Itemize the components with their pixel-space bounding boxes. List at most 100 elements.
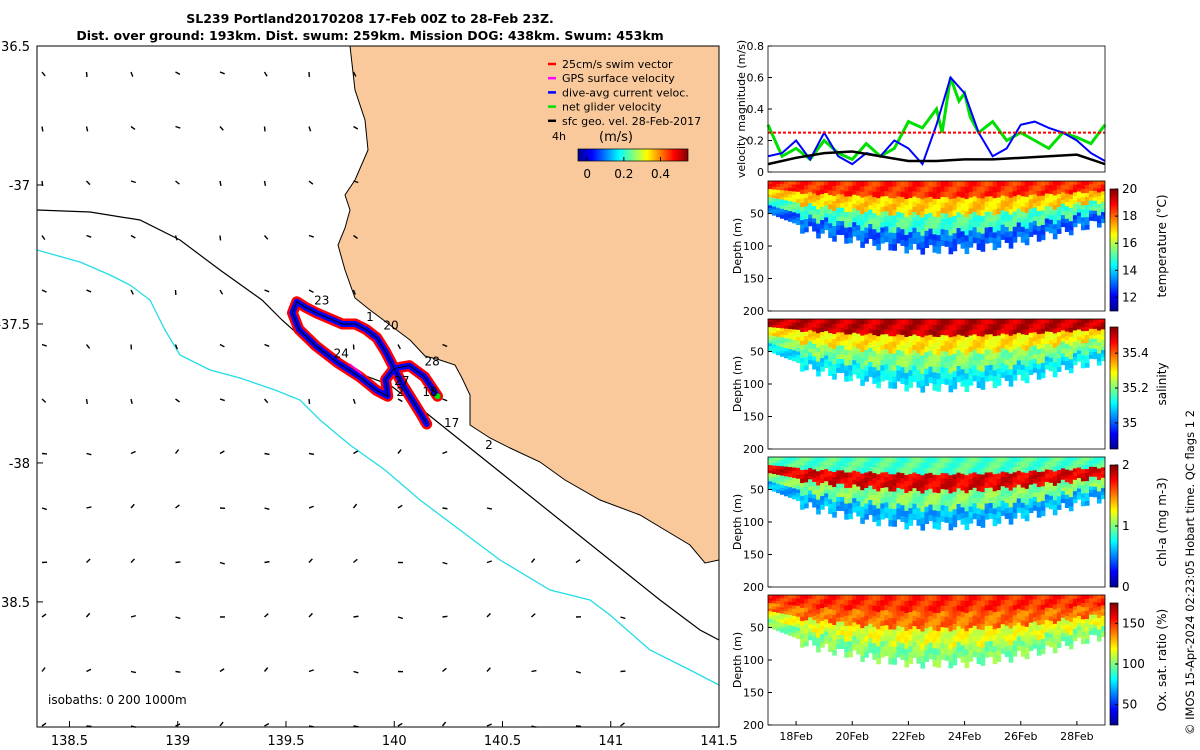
heatmap-cell [1080, 603, 1086, 608]
heatmap-cell [908, 209, 914, 216]
heatmap-cell [820, 332, 825, 337]
heatmap-cell [860, 517, 865, 524]
heatmap-cell [1000, 200, 1006, 206]
heatmap-cell [928, 509, 934, 516]
heatmap-cell [924, 606, 930, 613]
heatmap-cell [768, 608, 773, 612]
heatmap-cell [1044, 197, 1050, 203]
heatmap-cell [832, 467, 837, 473]
heatmap-cell [1088, 466, 1094, 471]
heatmap-cell [816, 199, 821, 206]
heatmap-cell [796, 631, 801, 636]
heatmap-cell [920, 319, 926, 326]
heatmap-cell [780, 196, 785, 201]
heatmap-cell [1080, 359, 1086, 365]
heatmap-cell [992, 203, 998, 211]
heatmap-cell [1016, 194, 1022, 201]
heatmap-cell [848, 365, 853, 371]
heatmap-cell [860, 341, 865, 348]
heatmap-cell [928, 621, 934, 628]
heatmap-cell [976, 347, 982, 354]
heatmap-cell [816, 471, 821, 477]
heatmap-cell [1056, 349, 1062, 355]
heatmap-cell [796, 199, 801, 204]
heatmap-cell [784, 460, 789, 465]
heatmap-cell [868, 604, 873, 610]
heatmap-cell [804, 185, 809, 191]
heatmap-cell [808, 210, 813, 216]
heatmap-cell [868, 595, 873, 601]
heatmap-cell [940, 637, 946, 644]
heatmap-cell [1072, 192, 1078, 197]
heatmap-cell [1032, 617, 1038, 623]
heatmap-cell [972, 216, 978, 223]
heatmap-cell [1092, 601, 1098, 606]
heatmap-cell [832, 477, 837, 483]
heatmap-cell [1056, 496, 1062, 502]
heatmap-cell [1080, 611, 1086, 616]
heatmap-cell [808, 486, 813, 492]
heatmap-cell [956, 636, 962, 643]
heatmap-cell [812, 189, 817, 195]
vector-arrow [175, 125, 181, 129]
heatmap-cell [832, 191, 837, 197]
heatmap-cell [972, 365, 978, 371]
heatmap-cell [804, 490, 809, 496]
heatmap-cell [848, 625, 853, 632]
heatmap-cell [912, 212, 918, 218]
heatmap-cell [1080, 339, 1086, 344]
heatmap-cell [836, 323, 841, 329]
heatmap-cell [860, 628, 865, 635]
heatmap-cell [844, 595, 849, 601]
heatmap-cell [1004, 625, 1010, 632]
heatmap-cell [1012, 472, 1018, 478]
heatmap-cell [888, 497, 893, 504]
heatmap-cell [828, 337, 833, 344]
vector-arrow [41, 235, 46, 241]
heatmap-cell [808, 479, 813, 484]
heatmap-cell [780, 331, 785, 336]
heatmap-cell [1072, 468, 1078, 473]
heatmap-cell [1092, 187, 1098, 192]
heatmap-cell [876, 226, 881, 234]
heatmap-cell [792, 460, 797, 465]
y-tick-label: 50 [750, 346, 764, 359]
heatmap-cell [936, 607, 942, 614]
heatmap-cell [1028, 604, 1034, 610]
heatmap-cell [860, 479, 865, 486]
heatmap-cell [1000, 338, 1006, 344]
vector-arrow [41, 613, 47, 618]
heatmap-cell [872, 473, 877, 480]
heatmap-cell [784, 463, 789, 468]
heatmap-cell [944, 346, 950, 353]
heatmap-cell [784, 197, 789, 201]
heatmap-cell [900, 202, 906, 209]
heatmap-cell [832, 221, 837, 227]
heatmap-cell [1048, 319, 1054, 324]
heatmap-cell [776, 204, 781, 209]
heatmap-cell [1036, 374, 1042, 380]
heatmap-cell [1008, 611, 1014, 618]
heatmap-cell [968, 506, 974, 513]
heatmap-cell [996, 203, 1002, 210]
heatmap-cell [936, 193, 942, 200]
heatmap-cell [1092, 348, 1098, 353]
heatmap-cell [1032, 599, 1038, 605]
heatmap-cell [1096, 598, 1102, 604]
heatmap-cell [908, 237, 914, 245]
heatmap-cell [848, 508, 853, 515]
heatmap-cell [872, 605, 877, 612]
heatmap-cell [984, 206, 990, 213]
heatmap-cell [944, 595, 950, 602]
heatmap-cell [876, 519, 881, 527]
heatmap-cell [1036, 645, 1042, 651]
heatmap-cell [1028, 319, 1034, 325]
heatmap-cell [1028, 365, 1034, 371]
heatmap-cell [1080, 319, 1086, 324]
heatmap-cell [892, 353, 897, 360]
heatmap-cell [812, 599, 817, 604]
heatmap-cell [804, 331, 809, 337]
heatmap-cell [796, 457, 801, 462]
heatmap-cell [816, 490, 821, 496]
